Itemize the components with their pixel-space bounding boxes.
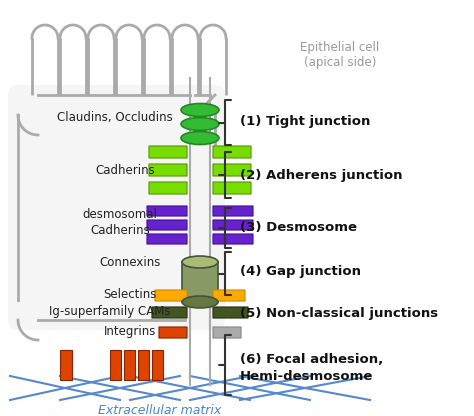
- Text: Epithelial cell
(apical side): Epithelial cell (apical side): [301, 41, 380, 69]
- FancyBboxPatch shape: [149, 182, 187, 194]
- FancyBboxPatch shape: [149, 164, 187, 176]
- FancyBboxPatch shape: [213, 206, 253, 216]
- FancyBboxPatch shape: [147, 206, 187, 216]
- Bar: [152, 350, 163, 380]
- Ellipse shape: [182, 296, 218, 308]
- Bar: [60, 350, 72, 380]
- Text: Claudins, Occludins: Claudins, Occludins: [57, 111, 173, 124]
- Text: (4) Gap junction: (4) Gap junction: [240, 265, 361, 278]
- FancyBboxPatch shape: [152, 307, 187, 318]
- FancyBboxPatch shape: [213, 146, 251, 158]
- Ellipse shape: [181, 131, 219, 144]
- FancyBboxPatch shape: [213, 307, 248, 318]
- FancyBboxPatch shape: [213, 182, 251, 194]
- FancyBboxPatch shape: [159, 327, 187, 338]
- Text: (1) Tight junction: (1) Tight junction: [240, 116, 370, 129]
- Bar: [124, 350, 135, 380]
- Ellipse shape: [181, 117, 219, 131]
- FancyBboxPatch shape: [147, 234, 187, 244]
- FancyBboxPatch shape: [213, 327, 241, 338]
- Text: (6) Focal adhesion,
Hemi-desmosome: (6) Focal adhesion, Hemi-desmosome: [240, 353, 383, 383]
- Text: desmosomal
Cadherins: desmosomal Cadherins: [82, 208, 157, 237]
- Text: Connexins: Connexins: [100, 257, 161, 270]
- Bar: [138, 350, 149, 380]
- Text: Ig-superfamily CAMs: Ig-superfamily CAMs: [49, 305, 171, 319]
- FancyBboxPatch shape: [147, 220, 187, 230]
- FancyBboxPatch shape: [213, 220, 253, 230]
- Text: Cadherins: Cadherins: [95, 163, 155, 176]
- FancyBboxPatch shape: [213, 234, 253, 244]
- Bar: [110, 350, 121, 380]
- Ellipse shape: [181, 104, 219, 116]
- Text: Extracellular matrix: Extracellular matrix: [99, 404, 222, 416]
- FancyBboxPatch shape: [8, 85, 225, 330]
- Bar: [182, 262, 218, 302]
- FancyBboxPatch shape: [213, 290, 245, 301]
- Text: (3) Desmosome: (3) Desmosome: [240, 221, 357, 235]
- FancyBboxPatch shape: [149, 146, 187, 158]
- FancyBboxPatch shape: [155, 290, 187, 301]
- Text: Integrins: Integrins: [104, 325, 156, 339]
- Text: (2) Adherens junction: (2) Adherens junction: [240, 168, 402, 181]
- Text: (5) Non-classical junctions: (5) Non-classical junctions: [240, 307, 438, 319]
- Ellipse shape: [182, 256, 218, 268]
- FancyBboxPatch shape: [213, 164, 251, 176]
- Text: Selectins: Selectins: [103, 289, 157, 302]
